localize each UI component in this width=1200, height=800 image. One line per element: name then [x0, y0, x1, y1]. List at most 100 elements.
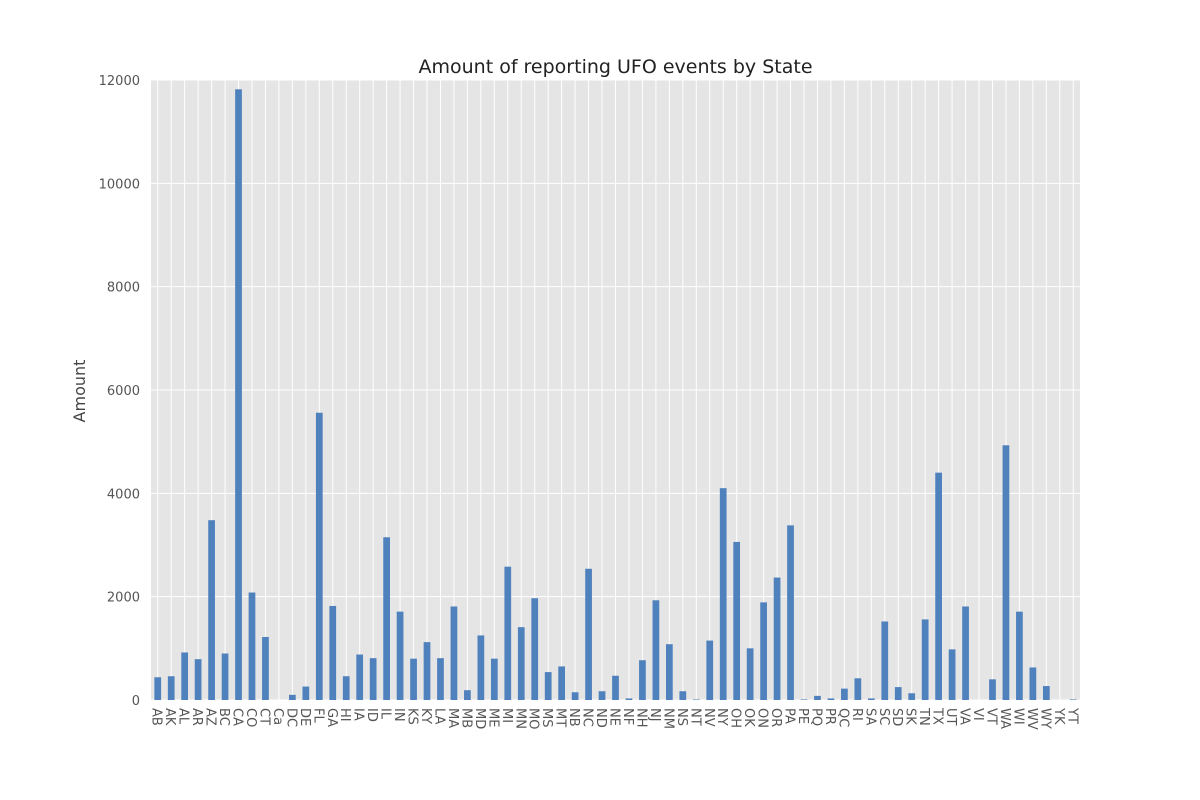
bar-or: [773, 577, 781, 700]
x-tick-label: VA: [957, 708, 972, 725]
bar-pq: [814, 695, 821, 700]
x-tick-label: SC: [876, 708, 891, 725]
bar-ns: [679, 691, 687, 700]
y-tick-label: 6000: [107, 384, 140, 399]
bar-nt: [692, 699, 700, 700]
bar-az: [208, 520, 215, 700]
bar-ri: [854, 678, 862, 700]
bar-va: [962, 606, 969, 700]
bar-ak: [167, 676, 175, 700]
x-tick-label: NB: [566, 708, 581, 727]
bar-qc: [841, 688, 848, 700]
x-tick-label: PQ: [808, 708, 823, 726]
bar-oh: [733, 541, 741, 700]
x-tick-label: CA: [230, 708, 245, 726]
bar-ms: [544, 672, 552, 700]
x-tick-label: IA: [351, 708, 366, 721]
bar-sa: [867, 698, 875, 700]
y-tick-label: 10000: [99, 177, 140, 192]
x-tick-label: DE: [297, 708, 312, 726]
x-tick-label: NC: [580, 708, 595, 727]
x-tick-label: MD: [472, 708, 487, 729]
bar-wv: [1029, 667, 1037, 700]
x-tick-label: CT: [256, 708, 271, 725]
y-axis-label: Amount: [70, 360, 89, 423]
y-tick-label: 2000: [107, 591, 140, 606]
x-tick-label: TX: [930, 707, 945, 725]
x-tick-label: WI: [1010, 708, 1025, 725]
x-tick-label: SD: [889, 708, 904, 726]
x-tick-label: NH: [633, 708, 648, 728]
bar-nd: [598, 691, 606, 700]
x-tick-label: AR: [189, 708, 204, 726]
x-tick-label: VI: [970, 708, 985, 721]
bar-ar: [194, 659, 202, 700]
y-axis-ticks: 0 2000 4000 6000 8000 10000 12000: [99, 74, 140, 709]
bar-on: [760, 602, 767, 700]
y-tick-label: 4000: [107, 487, 140, 502]
x-tick-label: CO: [243, 708, 258, 727]
bar-sc: [881, 621, 889, 700]
x-tick-label: ID: [364, 708, 379, 722]
x-tick-label: HI: [337, 708, 352, 722]
y-tick-label: 12000: [99, 74, 140, 89]
bar-bc: [221, 653, 229, 700]
bar-nc: [585, 568, 592, 700]
x-tick-label: NJ: [647, 708, 662, 722]
chart-title: Amount of reporting UFO events by State: [418, 56, 812, 78]
x-tick-label: AB: [149, 708, 164, 726]
bar-mo: [531, 598, 539, 700]
x-tick-label: WV: [1024, 708, 1039, 730]
x-tick-label: NT: [687, 708, 702, 726]
bar-vt: [989, 679, 996, 700]
bar-al: [181, 652, 189, 700]
x-tick-label: KS: [405, 708, 420, 725]
bar-ga: [329, 605, 337, 700]
x-tick-label: NV: [701, 708, 716, 727]
x-tick-label: NM: [660, 708, 675, 729]
x-tick-label: LA: [431, 708, 446, 725]
bar-me: [490, 658, 498, 700]
x-tick-label: NE: [607, 708, 622, 726]
x-axis-ticks: ABAKALARAZBCCACOCTCaDCDEFLGAHIIAIDILINKS…: [149, 707, 1080, 730]
bars: [154, 89, 1077, 701]
bar-in: [396, 611, 404, 700]
bar-sk: [908, 693, 916, 700]
bar-il: [383, 537, 390, 700]
bar-tn: [921, 619, 929, 700]
bar-wi: [1016, 611, 1023, 700]
bar-ut: [948, 649, 956, 700]
x-tick-label: MS: [539, 708, 554, 727]
bar-nb: [571, 692, 579, 700]
bar-dc: [289, 694, 296, 700]
x-tick-label: BC: [216, 708, 231, 726]
bar-yt: [1069, 699, 1077, 700]
bar-ct: [262, 636, 269, 700]
y-tick-label: 8000: [107, 281, 140, 296]
x-tick-label: NF: [620, 708, 635, 725]
x-tick-label: IL: [378, 708, 393, 720]
bar-pr: [827, 698, 835, 700]
x-tick-label: QC: [835, 708, 850, 727]
bar-mi: [504, 566, 512, 700]
bar-id: [369, 658, 377, 700]
bar-tx: [935, 472, 942, 700]
bar-mn: [517, 627, 525, 700]
bar-la: [437, 658, 444, 700]
x-tick-label: MB: [458, 708, 473, 728]
x-tick-label: YT: [1064, 707, 1079, 724]
x-tick-label: PE: [795, 708, 810, 724]
bar-nm: [665, 644, 673, 700]
x-tick-label: NY: [714, 708, 729, 726]
x-tick-label: AL: [176, 708, 191, 725]
x-tick-label: ON: [755, 708, 770, 728]
x-tick-label: MN: [512, 708, 527, 729]
x-tick-label: AK: [162, 708, 177, 726]
bar-mt: [558, 666, 566, 700]
x-tick-label: SA: [862, 708, 877, 725]
bar-ky: [423, 642, 431, 700]
bar-nv: [706, 640, 714, 700]
x-tick-label: SK: [903, 708, 918, 725]
x-tick-label: NS: [674, 708, 689, 726]
